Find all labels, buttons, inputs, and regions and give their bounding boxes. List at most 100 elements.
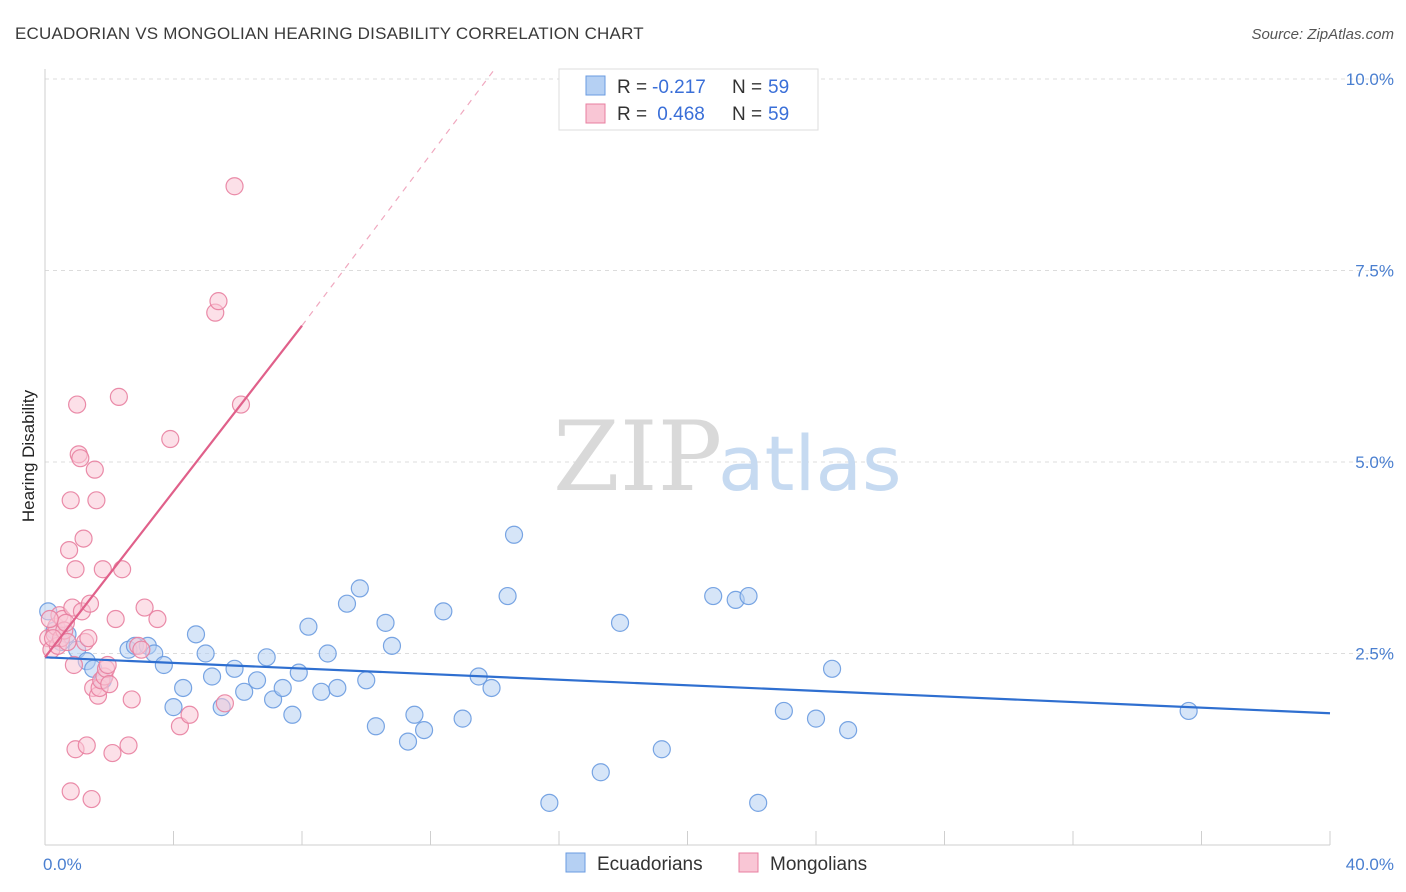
y-tick-label-3: 7.5% <box>1355 262 1394 281</box>
legend-top: R = -0.217 N = 59 R = 0.468 N = 59 <box>558 68 819 131</box>
legend-top-n-value-1: 59 <box>768 77 789 98</box>
chart-source: Source: ZipAtlas.com <box>1251 26 1394 43</box>
point-mongolians-46 <box>161 429 180 449</box>
legend-top-swatch-mongolians <box>585 103 606 124</box>
point-ecuadorians-56 <box>806 709 826 728</box>
point-ecuadorians-17 <box>196 644 215 663</box>
legend-bottom-swatch-ecuadorians <box>565 852 586 873</box>
legend-bottom-label-ecuadorians: Ecuadorians <box>597 854 703 875</box>
point-ecuadorians-50 <box>652 740 671 759</box>
legend-top-n-value-2: 59 <box>768 104 789 125</box>
watermark: ZIP atlas <box>553 401 902 513</box>
point-ecuadorians-15 <box>174 678 193 698</box>
y-tick-label-2: 5.0% <box>1355 453 1394 472</box>
point-ecuadorians-48 <box>591 763 610 782</box>
point-ecuadorians-22 <box>247 671 267 690</box>
point-mongolians-45 <box>148 609 167 629</box>
point-ecuadorians-18 <box>202 667 222 686</box>
point-ecuadorians-13 <box>154 655 173 675</box>
point-ecuadorians-44 <box>482 678 501 698</box>
point-mongolians-18 <box>68 395 87 414</box>
point-mongolians-41 <box>119 736 138 755</box>
axes <box>44 69 1331 846</box>
point-ecuadorians-14 <box>164 698 183 717</box>
x-tick-label-max: 40.0% <box>1346 855 1394 874</box>
point-ecuadorians-42 <box>453 709 472 728</box>
point-mongolians-20 <box>71 449 90 468</box>
point-mongolians-14 <box>64 655 84 675</box>
point-ecuadorians-21 <box>235 682 254 701</box>
point-mongolians-38 <box>106 609 125 629</box>
point-ecuadorians-40 <box>414 720 434 740</box>
point-mongolians-33 <box>93 560 112 579</box>
point-mongolians-51 <box>215 694 234 713</box>
point-ecuadorians-45 <box>498 586 517 606</box>
point-mongolians-48 <box>180 705 199 724</box>
point-ecuadorians-38 <box>398 732 418 751</box>
chart-title: ECUADORIAN VS MONGOLIAN HEARING DISABILI… <box>15 24 644 43</box>
legend-top-r-label-2: R = <box>617 104 647 125</box>
point-mongolians-11 <box>59 540 79 560</box>
point-ecuadorians-28 <box>299 617 318 636</box>
point-ecuadorians-34 <box>357 671 376 690</box>
point-mongolians-12 <box>61 491 80 510</box>
legend-bottom: Ecuadorians Mongolians <box>565 852 867 875</box>
point-ecuadorians-35 <box>366 717 385 736</box>
point-mongolians-29 <box>87 491 106 510</box>
point-ecuadorians-53 <box>739 586 758 606</box>
point-ecuadorians-36 <box>376 613 395 632</box>
gridlines <box>45 78 1394 654</box>
point-ecuadorians-29 <box>312 682 331 701</box>
point-mongolians-22 <box>74 529 93 548</box>
point-mongolians-57 <box>100 675 119 694</box>
point-mongolians-52 <box>225 177 244 196</box>
point-mongolians-28 <box>85 460 104 479</box>
point-ecuadorians-27 <box>289 663 308 682</box>
point-mongolians-58 <box>132 640 151 659</box>
point-ecuadorians-30 <box>318 644 337 663</box>
trend-line-extension-mongolians <box>301 68 496 327</box>
series-ecuadorians <box>39 525 1198 812</box>
point-ecuadorians-20 <box>225 659 244 678</box>
point-ecuadorians-25 <box>273 678 292 698</box>
point-ecuadorians-57 <box>822 659 842 678</box>
x-tick-labels: 0.0% 40.0% <box>43 855 1394 874</box>
y-axis-label: Hearing Disability <box>19 389 38 522</box>
watermark-atlas: atlas <box>718 419 902 508</box>
legend-top-n-label-2: N = <box>732 104 762 125</box>
point-mongolians-42 <box>122 690 141 709</box>
point-mongolians-56 <box>79 629 98 648</box>
point-ecuadorians-59 <box>1179 701 1198 721</box>
legend-top-r-value-2: 0.468 <box>652 104 705 125</box>
point-mongolians-39 <box>109 387 128 406</box>
point-ecuadorians-16 <box>186 625 206 644</box>
point-ecuadorians-37 <box>382 636 402 655</box>
point-ecuadorians-54 <box>749 793 768 812</box>
y-tick-label-1: 2.5% <box>1355 645 1394 664</box>
point-mongolians-40 <box>112 560 132 579</box>
point-mongolians-24 <box>77 736 96 755</box>
point-ecuadorians-33 <box>350 579 369 598</box>
y-tick-label-4: 10.0% <box>1346 70 1394 89</box>
point-ecuadorians-26 <box>283 705 302 724</box>
point-mongolians-17 <box>61 782 80 801</box>
point-mongolians-50 <box>209 292 228 311</box>
point-mongolians-59 <box>40 609 59 629</box>
point-mongolians-16 <box>66 560 85 579</box>
point-ecuadorians-46 <box>504 525 524 544</box>
point-ecuadorians-47 <box>540 793 559 812</box>
legend-top-n-label-1: N = <box>732 77 762 98</box>
point-ecuadorians-23 <box>257 648 276 667</box>
legend-top-swatch-ecuadorians <box>585 75 606 96</box>
point-mongolians-37 <box>103 743 122 763</box>
point-ecuadorians-55 <box>774 701 793 721</box>
point-ecuadorians-41 <box>434 602 453 621</box>
watermark-zip: ZIP <box>553 401 722 513</box>
legend-bottom-label-mongolians: Mongolians <box>770 854 867 875</box>
series-points <box>39 177 1198 812</box>
point-mongolians-25 <box>80 594 100 613</box>
point-ecuadorians-39 <box>405 705 424 724</box>
point-mongolians-44 <box>135 598 154 617</box>
legend-bottom-swatch-mongolians <box>738 852 759 873</box>
